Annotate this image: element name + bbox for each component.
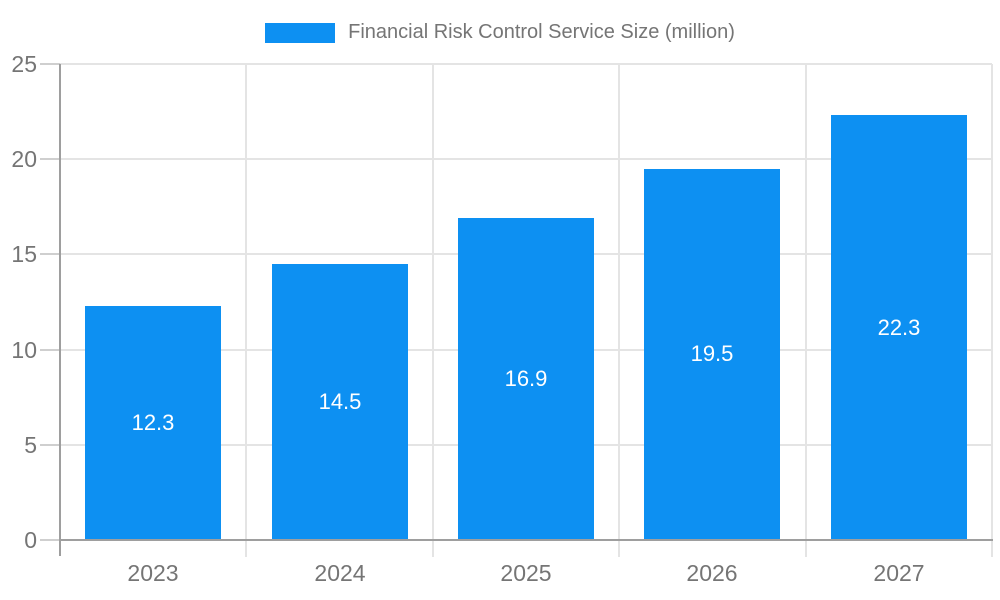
y-tick-mark	[40, 348, 60, 351]
y-tick-label: 5	[24, 431, 37, 458]
bar-value-label: 12.3	[131, 410, 175, 435]
bar-value-label: 19.5	[690, 341, 734, 366]
bar	[458, 218, 594, 540]
y-tick-mark	[40, 539, 60, 541]
y-tick-mark	[40, 443, 60, 446]
grid-line-vertical	[991, 64, 993, 557]
x-axis-line	[59, 539, 993, 541]
grid-line-horizontal	[60, 63, 992, 65]
grid-line-vertical	[245, 64, 247, 557]
bar-value-label: 16.9	[504, 366, 548, 391]
y-tick-label: 15	[11, 241, 37, 268]
x-tick-label: 2025	[500, 560, 552, 586]
y-axis-line	[59, 64, 61, 556]
legend-swatch	[265, 22, 336, 43]
grid-line-vertical	[618, 64, 620, 557]
bar	[85, 305, 221, 540]
bar	[831, 115, 967, 540]
y-tick-mark	[40, 158, 60, 161]
y-tick-label: 10	[11, 336, 37, 363]
legend-label: Financial Risk Control Service Size (mil…	[348, 21, 735, 43]
y-tick-mark	[40, 63, 60, 65]
grid-line-horizontal	[60, 158, 992, 161]
bar-value-label: 22.3	[877, 315, 921, 340]
x-tick-label: 2026	[686, 560, 738, 586]
y-tick-mark	[40, 253, 60, 256]
grid-line-vertical	[805, 64, 807, 557]
x-tick-label: 2024	[314, 560, 366, 586]
y-tick-label: 20	[11, 146, 37, 173]
grid-line-vertical	[432, 64, 434, 557]
bar-value-label: 14.5	[318, 389, 362, 414]
legend: Financial Risk Control Service Size (mil…	[0, 21, 1000, 44]
bar	[644, 168, 780, 540]
bar	[272, 263, 408, 540]
y-tick-label: 0	[24, 527, 37, 553]
x-tick-label: 2023	[127, 560, 179, 586]
x-tick-label: 2027	[873, 560, 925, 586]
y-tick-label: 25	[11, 51, 37, 77]
